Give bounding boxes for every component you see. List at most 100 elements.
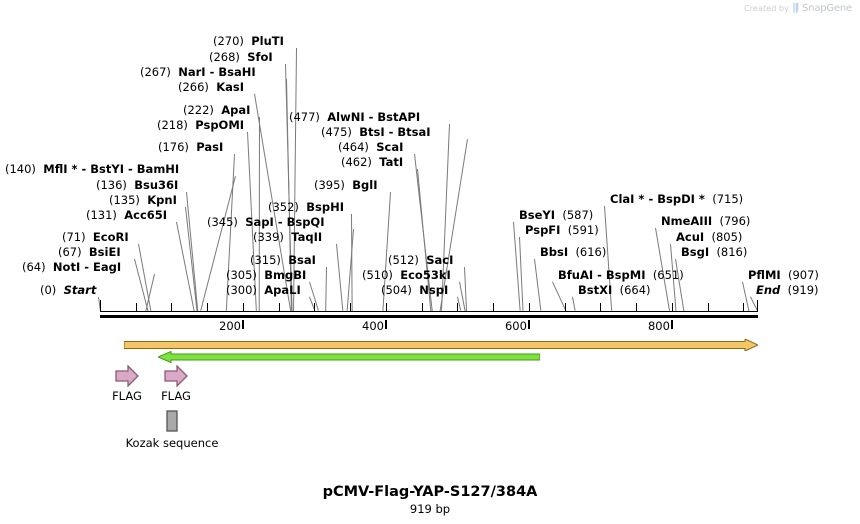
enzyme-name: KasI [216, 80, 245, 94]
site-position: (664) [619, 283, 651, 297]
enzyme-name: PluTI [251, 34, 284, 48]
site-position: (510) [362, 268, 393, 282]
site-name-separator: - [80, 260, 94, 274]
site-label[interactable]: (300) ApaLI [226, 284, 301, 297]
orange-backbone-arrow[interactable] [123, 336, 760, 355]
site-position: (504) [381, 283, 412, 297]
site-position: (339) [253, 230, 284, 244]
site-label[interactable]: (512) SacI [388, 254, 453, 267]
site-name-separator: - [205, 65, 219, 79]
ruler-minor-hash [707, 303, 709, 311]
site-label[interactable]: BbsI (616) [540, 246, 606, 259]
site-label[interactable]: (477) AlwNI - BstAPI [289, 111, 420, 124]
site-name-separator: - [384, 125, 398, 139]
site-leader-line [186, 191, 199, 311]
site-label[interactable]: (464) ScaI [338, 141, 403, 154]
plasmid-length: 919 bp [409, 502, 451, 516]
ruler-minor-hash [135, 303, 137, 311]
site-label[interactable]: (268) SfoI [209, 51, 273, 64]
site-label[interactable]: (305) BmgBI [226, 269, 306, 282]
site-position: (477) [289, 110, 320, 124]
site-label[interactable]: (222) ApaI [183, 104, 250, 117]
site-label[interactable]: (462) TatI [341, 156, 403, 169]
green-cds-arrow[interactable] [156, 348, 541, 367]
site-position: (218) [157, 118, 188, 132]
site-label[interactable]: (475) BtsI - BtsaI [321, 126, 431, 139]
site-position: (464) [338, 140, 369, 154]
site-label[interactable]: BsgI (816) [681, 246, 747, 259]
site-position: (300) [226, 283, 257, 297]
site-label[interactable]: AcuI (805) [676, 231, 742, 244]
site-label[interactable]: (270) PluTI [213, 35, 284, 48]
site-label[interactable]: (131) Acc65I [86, 209, 167, 222]
flag-tag-2-label: FLAG [161, 389, 191, 403]
site-label[interactable]: (64) NotI - EagI [22, 261, 121, 274]
site-label[interactable]: (71) EcoRI [62, 231, 129, 244]
site-label[interactable]: ClaI * - BspDI * (715) [610, 193, 743, 206]
ruler-label-200: 200 [219, 319, 241, 333]
site-label[interactable]: (176) PasI [158, 141, 223, 154]
enzyme-name: BstYI [90, 162, 125, 176]
enzyme-name: BstAPI [377, 110, 421, 124]
enzyme-name: Acc65I [124, 208, 168, 222]
ruler-minor-hash [100, 303, 101, 311]
site-leader-line [572, 296, 576, 311]
site-position: (135) [109, 193, 140, 207]
flag-tag-1-arrow[interactable] [115, 364, 139, 391]
enzyme-name: End [756, 283, 781, 297]
site-position: (907) [788, 268, 819, 282]
site-label[interactable]: NmeAIII (796) [661, 215, 750, 228]
site-position: (71) [62, 230, 86, 244]
kozak-sequence-box[interactable] [166, 410, 178, 436]
site-label[interactable]: BfuAI - BspMI (651) [558, 269, 684, 282]
site-label[interactable]: (135) KpnI [109, 194, 177, 207]
site-label[interactable]: (267) NarI - BsaHI [140, 66, 256, 79]
site-name-separator: - [593, 268, 606, 282]
site-position: (267) [140, 65, 171, 79]
site-leader-line [534, 258, 542, 311]
site-label[interactable]: End (919) [756, 284, 819, 297]
site-label[interactable]: (67) BsiEI [58, 246, 121, 259]
ruler-minor-hash [671, 303, 673, 311]
site-label[interactable]: (266) KasI [178, 81, 244, 94]
site-label[interactable]: (0) Start [40, 284, 96, 297]
enzyme-name: BglI [352, 178, 378, 192]
site-label[interactable]: (352) BspHI [268, 201, 344, 214]
site-label[interactable]: (345) SapI - BspQI [207, 216, 325, 229]
site-position: (176) [158, 140, 189, 154]
kozak-sequence-label: Kozak sequence [125, 436, 219, 450]
site-label[interactable]: (395) BglI [314, 179, 377, 192]
site-label[interactable]: (315) BsaI [250, 254, 316, 267]
site-name-separator: - [364, 110, 378, 124]
site-name-separator: - [644, 192, 658, 206]
site-label[interactable]: (510) Eco53kI [362, 269, 451, 282]
site-label[interactable]: (218) PspOMI [157, 119, 244, 132]
site-label[interactable]: (504) NspI [381, 284, 448, 297]
snapgene-logo-icon [792, 3, 799, 14]
flag-tag-2-arrow[interactable] [164, 364, 188, 391]
site-position: (715) [712, 192, 744, 206]
site-label[interactable]: PflMI (907) [748, 269, 819, 282]
site-label[interactable]: PspFI (591) [525, 224, 599, 237]
site-position: (315) [250, 253, 281, 267]
enzyme-name: NarI [178, 65, 206, 79]
site-label[interactable]: BstXI (664) [578, 284, 651, 297]
site-label[interactable]: (136) Bsu36I [96, 179, 178, 192]
site-label[interactable]: (140) MflI * - BstYI - BamHI [5, 163, 179, 176]
ruler-tick [670, 320, 673, 329]
ruler-minor-hash [171, 303, 173, 311]
site-label[interactable]: BseYI (587) [519, 209, 593, 222]
enzyme-name: PspFI [525, 223, 561, 237]
ruler-minor-hash [207, 303, 209, 311]
enzyme-name: SacI [426, 253, 454, 267]
enzyme-name: BtsI [359, 125, 385, 139]
enzyme-name: BspQI [286, 215, 325, 229]
site-label[interactable]: (339) TaqII [253, 231, 322, 244]
ruler-minor-hash [493, 303, 495, 311]
ruler-minor-hash [600, 303, 602, 311]
site-name-separator: - [124, 162, 137, 176]
enzyme-name: BspMI [605, 268, 646, 282]
enzyme-name: ApaLI [264, 283, 301, 297]
site-position: (919) [787, 283, 819, 297]
